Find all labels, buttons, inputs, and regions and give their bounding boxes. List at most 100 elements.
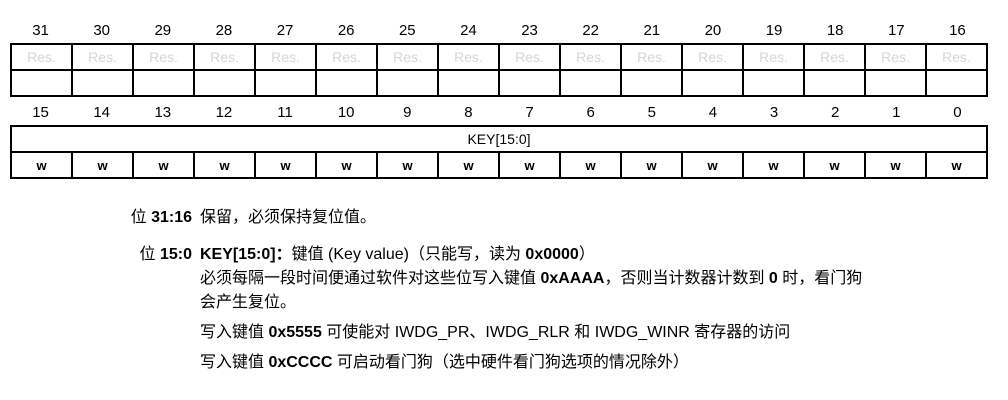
write-access-cell: w (132, 151, 195, 179)
write-access-cell: w (864, 151, 927, 179)
bit-number: 21 (643, 22, 661, 39)
empty-access-cell (864, 69, 927, 97)
write-access-cell: w (437, 151, 500, 179)
write-access-cell: w (803, 151, 866, 179)
bit-number: 8 (464, 104, 473, 121)
bit-number: 23 (521, 22, 538, 39)
reserved-cell: Res. (681, 43, 744, 71)
reserved-cell: Res. (71, 43, 134, 71)
empty-access-cell (193, 69, 256, 97)
reserved-cell: Res. (254, 43, 317, 71)
bit-number: 19 (765, 22, 783, 39)
reserved-cell: Res. (620, 43, 683, 71)
empty-access-cell (559, 69, 622, 97)
desc-line-refresh-wrap: 会产生复位。 (200, 294, 297, 311)
bit-number: 31 (32, 22, 49, 39)
bit-number: 14 (93, 104, 111, 121)
write-access-cell: w (193, 151, 256, 179)
empty-access-cell (254, 69, 317, 97)
bit-number: 11 (277, 104, 293, 121)
empty-access-cell (315, 69, 378, 97)
register-table-high: Res. Res. Res. Res. Res. Res. Res. Res. Res. Res.… (10, 43, 988, 97)
bit-number: 29 (154, 22, 172, 39)
bit-number: 0 (953, 104, 962, 121)
write-access-cell: w (10, 151, 73, 179)
field-row-high: Res. Res. Res. Res. Res. Res. Res. Res. Res. Res.… (10, 43, 988, 71)
register-bitfield-diagram: 31 30 29 28 27 26 25 24 23 22 21 20 19 18 17 16 Res. Res… (10, 21, 988, 179)
bit-number: 1 (892, 104, 901, 121)
reserved-cell: Res. (376, 43, 439, 71)
write-access-cell: w (925, 151, 988, 179)
write-access-cell: w (742, 151, 805, 179)
bit-number: 5 (647, 104, 656, 121)
reserved-cell: Res. (132, 43, 195, 71)
write-access-cell: w (559, 151, 622, 179)
empty-access-cell (498, 69, 561, 97)
bit-numbers-row-low: 15 14 13 12 11 10 9 8 7 6 5 4 3 2 1 0 (10, 103, 988, 122)
empty-access-cell (742, 69, 805, 97)
reserved-cell: Res. (864, 43, 927, 71)
empty-access-cell (925, 69, 988, 97)
bit-number: 26 (337, 22, 355, 39)
bit-number: 22 (582, 22, 600, 39)
write-access-cell: w (254, 151, 317, 179)
reserved-cell: Res. (498, 43, 561, 71)
bit-number: 24 (460, 22, 477, 39)
access-row-high (10, 69, 988, 97)
bit-number: 30 (93, 22, 111, 39)
write-access-cell: w (498, 151, 561, 179)
reserved-cell: Res. (559, 43, 622, 71)
empty-access-cell (620, 69, 683, 97)
write-access-cell: w (315, 151, 378, 179)
write-access-cell: w (681, 151, 744, 179)
bit-number: 15 (32, 104, 49, 121)
reserved-cell: Res. (925, 43, 988, 71)
desc-line-key-value: KEY[15:0]：键值 (Key value)（只能写，读为 0x0000） (200, 246, 595, 263)
reserved-cell: Res. (315, 43, 378, 71)
bit-number: 9 (403, 104, 412, 121)
reserved-cell: Res. (437, 43, 500, 71)
key-field-cell: KEY[15:0] (10, 125, 988, 153)
bit-descriptions: 位 31:16 保留，必须保持复位值。 位 15:0 KEY[15:0]：键值 … (0, 206, 1008, 375)
bit-number: 2 (831, 104, 840, 121)
empty-access-cell (10, 69, 73, 97)
desc-line-unlock: 写入键值 0x5555 可使能对 IWDG_PR、IWDG_RLR 和 IWDG… (200, 324, 791, 341)
bit-number: 7 (525, 104, 534, 121)
bit-number: 6 (586, 104, 595, 121)
bit-number: 18 (826, 22, 844, 39)
bit-range-description: KEY[15:0]：键值 (Key value)（只能写，读为 0x0000） … (200, 243, 960, 375)
write-access-cell: w (71, 151, 134, 179)
bit-number: 28 (215, 22, 233, 39)
bit-number: 3 (769, 104, 779, 121)
write-access-cell: w (376, 151, 439, 179)
desc-row-bits-15-0: 位 15:0 KEY[15:0]：键值 (Key value)（只能写，读为 0… (0, 243, 1008, 375)
bit-number: 27 (276, 22, 294, 39)
reserved-cell: Res. (742, 43, 805, 71)
field-row-low: KEY[15:0] (10, 125, 988, 153)
bit-range-description: 保留，必须保持复位值。 (200, 206, 960, 230)
empty-access-cell (681, 69, 744, 97)
desc-line-refresh: 必须每隔一段时间便通过软件对这些位写入键值 0xAAAA，否则当计数器计数到 0… (200, 270, 863, 287)
bit-numbers-row-high: 31 30 29 28 27 26 25 24 23 22 21 20 19 18 17 16 (10, 21, 988, 40)
desc-line: 保留，必须保持复位值。 (200, 209, 377, 226)
reserved-cell: Res. (193, 43, 256, 71)
bit-number: 17 (887, 22, 905, 39)
desc-row-bits-31-16: 位 31:16 保留，必须保持复位值。 (0, 206, 1008, 230)
empty-access-cell (803, 69, 866, 97)
empty-access-cell (437, 69, 500, 97)
bit-number: 13 (154, 104, 172, 121)
bit-range-label: 位 31:16 (130, 209, 192, 226)
write-access-cell: w (620, 151, 683, 179)
bit-number: 20 (704, 22, 722, 39)
empty-access-cell (376, 69, 439, 97)
bit-number: 4 (708, 104, 718, 121)
bit-range-label: 位 15:0 (139, 246, 192, 263)
bit-number: 10 (337, 104, 355, 121)
empty-access-cell (71, 69, 134, 97)
bit-number: 16 (949, 22, 966, 39)
bit-number: 25 (398, 22, 416, 39)
empty-access-cell (132, 69, 195, 97)
bit-number: 12 (215, 104, 233, 121)
